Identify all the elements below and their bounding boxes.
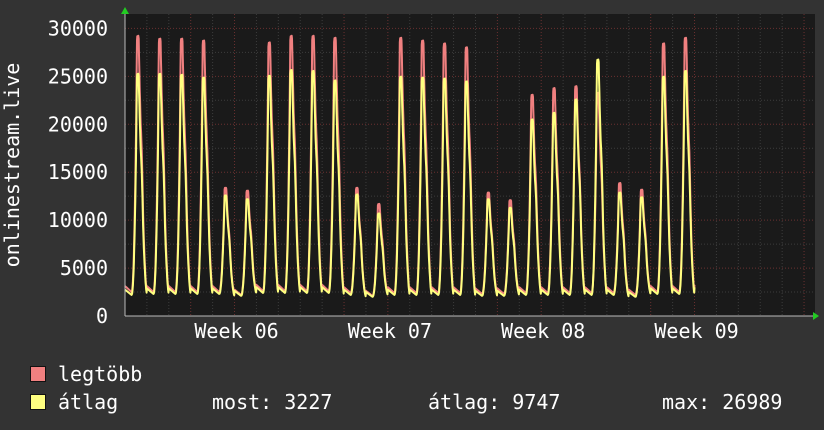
legend-max: legtöbb	[30, 363, 142, 385]
x-tick-labels: Week 06 Week 07 Week 08 Week 09	[194, 319, 738, 343]
legend-avg-swatch	[30, 394, 46, 410]
x-tick-label: Week 06	[194, 319, 278, 343]
legend-avg: átlag	[30, 391, 118, 413]
legend-avg-label: átlag	[58, 390, 119, 414]
y-tick-label: 0	[96, 304, 108, 328]
y-tick-label: 10000	[48, 208, 108, 232]
x-axis-arrow	[813, 312, 819, 320]
y-tick-label: 15000	[48, 160, 108, 184]
y-axis-label: onlinestream.live	[0, 63, 24, 268]
y-tick-label: 30000	[48, 16, 108, 40]
x-tick-label: Week 09	[654, 319, 738, 343]
x-tick-label: Week 08	[501, 319, 585, 343]
y-tick-label: 20000	[48, 112, 108, 136]
series-line-avg	[124, 58, 696, 298]
y-tick-labels: 0 5000 10000 15000 20000 25000 30000	[48, 16, 108, 328]
stat-current: most: 3227	[212, 390, 333, 414]
y-axis-arrow	[121, 7, 129, 14]
y-tick-label: 25000	[48, 64, 108, 88]
x-tick-label: Week 07	[348, 319, 432, 343]
y-tick-label: 5000	[60, 256, 108, 280]
series-group	[124, 34, 696, 298]
legend-max-label: legtöbb	[58, 362, 143, 386]
axes	[121, 7, 819, 320]
stat-maximum: max: 26989	[662, 390, 783, 414]
legend-max-swatch	[30, 366, 46, 382]
stat-average: átlag: 9747	[428, 390, 561, 414]
